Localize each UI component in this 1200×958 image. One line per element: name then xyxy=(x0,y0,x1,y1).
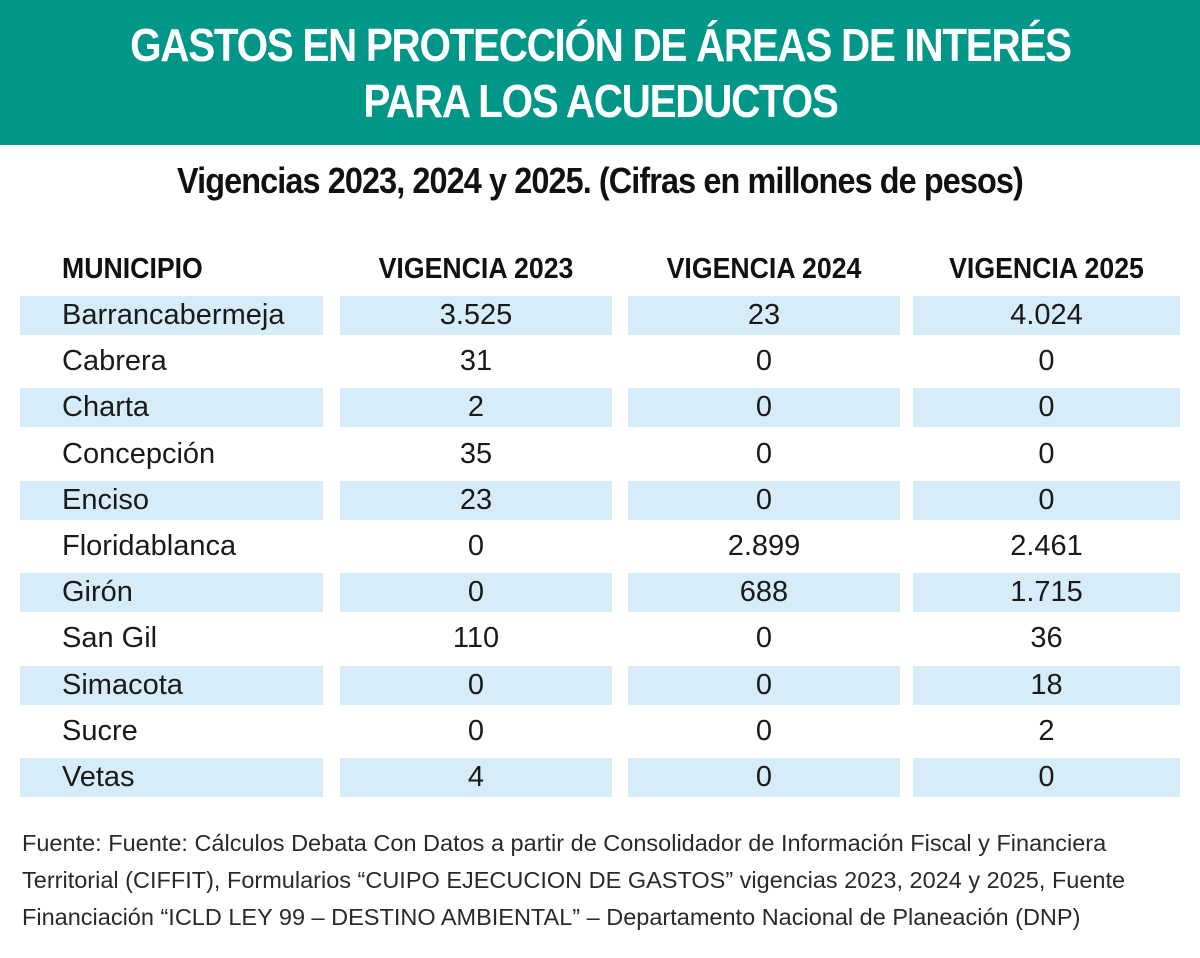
municipio-cell: Vetas xyxy=(20,757,323,797)
title-line-2: PARA LOS ACUEDUCTOS xyxy=(362,74,839,127)
table-row: Charta 2 0 0 xyxy=(20,385,1180,431)
table-row: Cabrera 31 0 0 xyxy=(20,339,1180,385)
table-row: Girón 0 688 1.715 xyxy=(20,570,1180,616)
column-header-vigencia-2023: VIGENCIA 2023 xyxy=(378,253,574,285)
vigencia-2023-cell: 23 xyxy=(340,480,612,520)
vigencia-2023-cell: 0 xyxy=(467,529,485,562)
municipio-cell: San Gil xyxy=(62,622,158,655)
vigencia-2025-cell: 0 xyxy=(913,480,1180,520)
vigencia-2025-cell: 0 xyxy=(1038,437,1055,470)
subtitle: Vigencias 2023, 2024 y 2025. (Cifras en … xyxy=(177,160,1024,201)
table-row: Sucre 0 0 2 xyxy=(20,709,1180,755)
vigencia-2023-cell: 35 xyxy=(459,437,493,470)
table-row: Concepción 35 0 0 xyxy=(20,432,1180,478)
vigencia-2023-cell: 2 xyxy=(340,388,612,428)
vigencia-2023-cell: 0 xyxy=(340,573,612,613)
column-header-municipio: MUNICIPIO xyxy=(62,253,203,285)
municipio-cell: Barrancabermeja xyxy=(20,296,323,335)
vigencia-2025-cell: 0 xyxy=(913,388,1180,428)
table-row: San Gil 110 0 36 xyxy=(20,616,1180,662)
municipio-cell: Girón xyxy=(20,573,323,613)
vigencia-2023-cell: 4 xyxy=(340,757,612,797)
table-row: Simacota 0 0 18 xyxy=(20,663,1180,709)
table-row: Floridablanca 0 2.899 2.461 xyxy=(20,524,1180,570)
vigencia-2025-cell: 2 xyxy=(1038,714,1055,747)
vigencia-2023-cell: 31 xyxy=(459,345,493,378)
table-row: Enciso 23 0 0 xyxy=(20,478,1180,524)
vigencia-2025-cell: 0 xyxy=(913,757,1180,797)
vigencia-2023-cell: 110 xyxy=(452,622,500,655)
vigencia-2024-cell: 0 xyxy=(628,388,900,428)
table-header-row: MUNICIPIO VIGENCIA 2023 VIGENCIA 2024 VI… xyxy=(20,245,1180,293)
table-body: Barrancabermeja 3.525 23 4.024 Cabrera 31 0 0 Ch… xyxy=(20,293,1180,801)
municipio-cell: Charta xyxy=(20,388,323,428)
title-line-1: GASTOS EN PROTECCIÓN DE ÁREAS DE INTERÉS xyxy=(129,18,1072,71)
vigencia-2025-cell: 1.715 xyxy=(913,573,1180,613)
vigencia-2024-cell: 2.899 xyxy=(727,529,801,562)
municipio-cell: Sucre xyxy=(62,714,138,747)
municipio-cell: Floridablanca xyxy=(62,529,237,562)
municipio-cell: Cabrera xyxy=(62,345,167,378)
source-note: Fuente: Fuente: Cálculos Debata Con Dato… xyxy=(22,830,1126,930)
vigencia-2024-cell: 23 xyxy=(628,296,900,335)
vigencia-2024-cell: 0 xyxy=(755,714,773,747)
vigencia-2024-cell: 0 xyxy=(755,622,773,655)
column-header-vigencia-2025: VIGENCIA 2025 xyxy=(949,253,1144,285)
municipio-cell: Enciso xyxy=(20,480,323,520)
column-header-vigencia-2024: VIGENCIA 2024 xyxy=(666,253,862,285)
title-banner: GASTOS EN PROTECCIÓN DE ÁREAS DE INTERÉS… xyxy=(0,0,1200,145)
vigencia-2025-cell: 0 xyxy=(1038,345,1055,378)
vigencia-2025-cell: 4.024 xyxy=(913,296,1180,335)
vigencia-2024-cell: 0 xyxy=(628,480,900,520)
vigencia-2024-cell: 0 xyxy=(628,757,900,797)
vigencia-2024-cell: 0 xyxy=(628,665,900,705)
table-row: Barrancabermeja 3.525 23 4.024 xyxy=(20,293,1180,339)
vigencia-2024-cell: 688 xyxy=(628,573,900,613)
table-row: Vetas 4 0 0 xyxy=(20,755,1180,801)
vigencia-2023-cell: 0 xyxy=(340,665,612,705)
vigencia-2025-cell: 36 xyxy=(1030,622,1063,655)
vigencia-2023-cell: 3.525 xyxy=(340,296,612,335)
data-table: MUNICIPIO VIGENCIA 2023 VIGENCIA 2024 VI… xyxy=(20,245,1180,801)
vigencia-2024-cell: 0 xyxy=(755,345,773,378)
vigencia-2025-cell: 18 xyxy=(913,665,1180,705)
municipio-cell: Simacota xyxy=(20,665,323,705)
vigencia-2023-cell: 0 xyxy=(467,714,485,747)
vigencia-2025-cell: 2.461 xyxy=(1010,529,1083,562)
vigencia-2024-cell: 0 xyxy=(755,437,773,470)
municipio-cell: Concepción xyxy=(62,437,216,470)
